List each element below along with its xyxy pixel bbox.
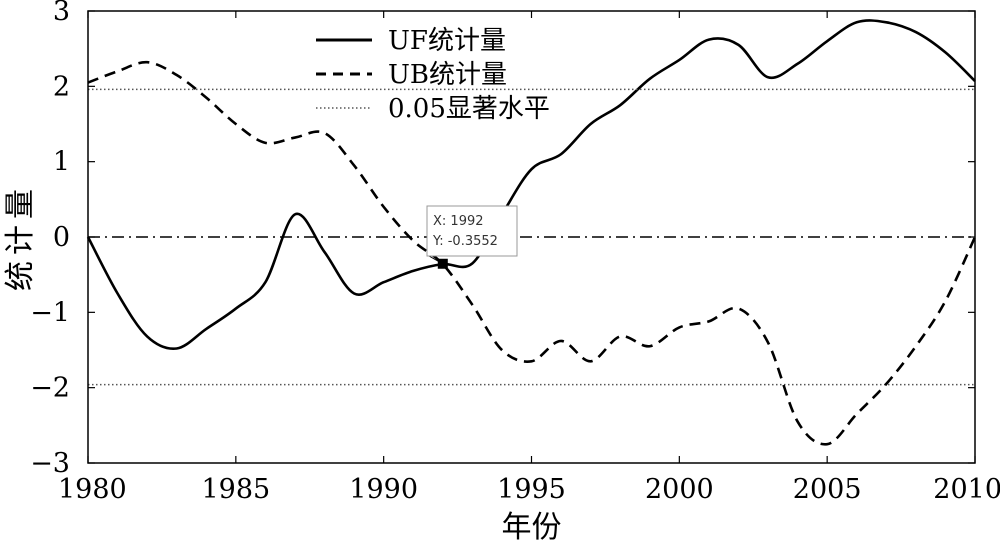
legend-label-uf: UF统计量 [388, 26, 506, 56]
y-tick-label: 2 [53, 71, 70, 102]
reference-lines [88, 236, 975, 386]
y-tick-label: −2 [30, 373, 70, 404]
x-tick-label: 1995 [497, 474, 566, 505]
y-tick-label: −1 [30, 297, 70, 328]
legend: UF统计量 UB统计量 0.05显著水平 [316, 26, 550, 124]
y-axis-title: 统计量 [3, 183, 38, 291]
tick-labels: 1980 1985 1990 1995 2000 2005 2010 3 2 1 0 −1 −2 −3 [30, 0, 1000, 505]
x-tick-label: 1985 [201, 474, 270, 505]
x-tick-label: 1990 [349, 474, 418, 505]
y-tick-label: −3 [30, 448, 70, 479]
series-line-0 [86, 19, 976, 351]
axis-ticks [87, 10, 976, 464]
y-tick-label: 3 [53, 0, 70, 27]
data-tip-y: Y: -0.3552 [432, 234, 498, 249]
x-tick-label: 2000 [645, 474, 714, 505]
y-tick-label: 1 [53, 147, 70, 178]
series-line-1 [87, 60, 977, 446]
data-tip[interactable]: X: 1992 Y: -0.3552 [426, 205, 518, 269]
data-tip-box [426, 205, 518, 257]
data-tip-x: X: 1992 [433, 214, 484, 229]
data-tip-marker[interactable] [437, 258, 448, 269]
legend-label-significance: 0.05显著水平 [388, 94, 550, 124]
legend-label-ub: UB统计量 [388, 60, 507, 90]
x-tick-label: 2005 [793, 474, 862, 505]
y-tick-label: 0 [53, 222, 70, 253]
x-axis-title: 年份 [502, 510, 562, 545]
x-tick-label: 2010 [933, 474, 1000, 505]
x-tick-label: 1980 [58, 474, 127, 505]
series-lines [86, 19, 977, 446]
